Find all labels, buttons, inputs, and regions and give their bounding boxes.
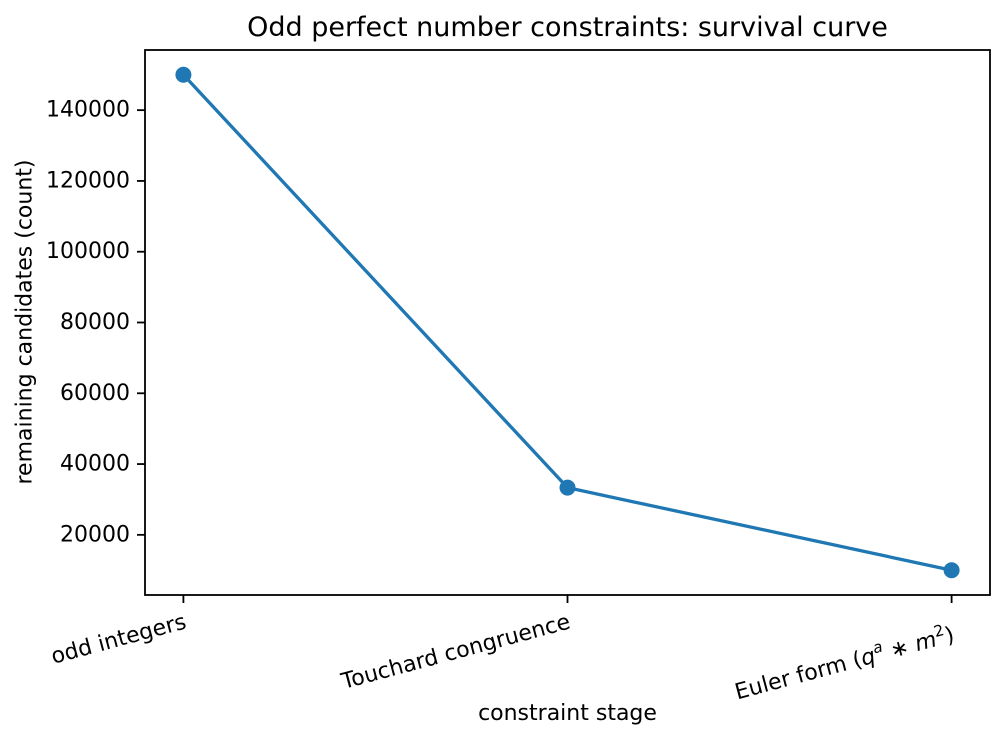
axes-spines	[144, 49, 991, 596]
data-point	[175, 66, 192, 83]
data-point	[943, 562, 960, 579]
x-tick-label: Touchard congruence	[338, 610, 573, 695]
x-axis-label: constraint stage	[478, 701, 657, 726]
x-tick-label: odd integers	[49, 610, 189, 670]
y-tick-label: 60000	[60, 381, 130, 406]
y-tick-label: 100000	[46, 239, 130, 264]
y-tick-label: 140000	[46, 98, 130, 123]
data-point	[559, 479, 576, 496]
y-tick-label: 120000	[46, 168, 130, 193]
chart-title: Odd perfect number constraints: survival…	[247, 12, 888, 43]
x-tick-label: Euler form (qa ∗ m2)	[731, 619, 957, 706]
data-line	[181, 73, 954, 572]
y-tick-label: 80000	[60, 310, 130, 335]
y-axis-label: remaining candidates (count)	[12, 159, 38, 485]
y-tick-label: 20000	[60, 522, 130, 547]
y-tick-label: 40000	[60, 452, 130, 477]
